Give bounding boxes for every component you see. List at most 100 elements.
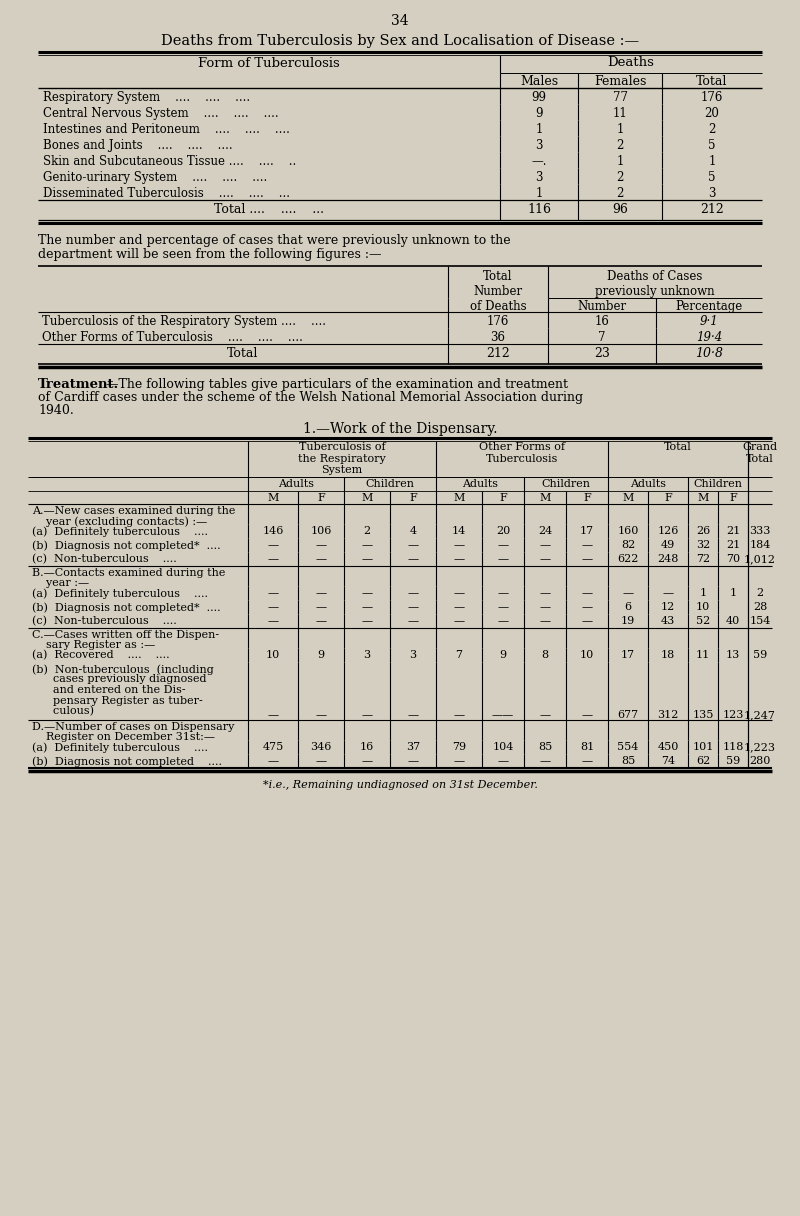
Text: 62: 62 [696, 756, 710, 766]
Text: —: — [407, 710, 418, 720]
Text: 1: 1 [616, 123, 624, 136]
Text: 2: 2 [363, 527, 370, 536]
Text: Males: Males [520, 75, 558, 88]
Text: —: — [267, 756, 278, 766]
Text: 10: 10 [266, 651, 280, 660]
Text: D.—Number of cases on Dispensary: D.—Number of cases on Dispensary [32, 722, 234, 732]
Text: and entered on the Dis-: and entered on the Dis- [32, 685, 186, 696]
Text: (a)  Recovered    ....    ....: (a) Recovered .... .... [32, 651, 170, 660]
Text: Children: Children [694, 479, 742, 489]
Text: 10: 10 [580, 651, 594, 660]
Text: 85: 85 [538, 742, 552, 751]
Text: 1,012: 1,012 [744, 554, 776, 564]
Text: Adults: Adults [462, 479, 498, 489]
Text: —.: —. [531, 154, 546, 168]
Text: 4: 4 [410, 527, 417, 536]
Text: —: — [539, 756, 550, 766]
Text: Number: Number [578, 300, 626, 313]
Text: 43: 43 [661, 617, 675, 626]
Text: 126: 126 [658, 527, 678, 536]
Text: —: — [539, 602, 550, 612]
Text: 17: 17 [580, 527, 594, 536]
Text: (b)  Diagnosis not completed    ....: (b) Diagnosis not completed .... [32, 756, 222, 766]
Text: —: — [407, 756, 418, 766]
Text: 346: 346 [310, 742, 332, 751]
Text: culous): culous) [32, 706, 94, 716]
Text: 21: 21 [726, 527, 740, 536]
Text: Skin and Subcutaneous Tissue ....    ....    ..: Skin and Subcutaneous Tissue .... .... .… [43, 154, 296, 168]
Text: —: — [315, 756, 326, 766]
Text: 10: 10 [696, 602, 710, 612]
Text: The number and percentage of cases that were previously unknown to the: The number and percentage of cases that … [38, 233, 510, 247]
Text: M: M [454, 492, 465, 503]
Text: Deaths: Deaths [607, 56, 654, 69]
Text: Grand
Total: Grand Total [742, 441, 778, 463]
Text: 1940.: 1940. [38, 404, 74, 417]
Text: —: — [315, 710, 326, 720]
Text: 19·4: 19·4 [696, 331, 722, 344]
Text: 2: 2 [616, 171, 624, 184]
Text: —: — [498, 756, 509, 766]
Text: 9: 9 [318, 651, 325, 660]
Text: 333: 333 [750, 527, 770, 536]
Text: —: — [539, 554, 550, 564]
Text: (a)  Definitely tuberculous    ....: (a) Definitely tuberculous .... [32, 589, 208, 598]
Text: 1: 1 [730, 589, 737, 598]
Text: —: — [539, 540, 550, 550]
Text: 13: 13 [726, 651, 740, 660]
Text: 82: 82 [621, 540, 635, 550]
Text: Deaths from Tuberculosis by Sex and Localisation of Disease :—: Deaths from Tuberculosis by Sex and Loca… [161, 34, 639, 47]
Text: 28: 28 [753, 602, 767, 612]
Text: Other Forms of
Tuberculosis: Other Forms of Tuberculosis [479, 441, 565, 463]
Text: 3: 3 [535, 171, 542, 184]
Text: pensary Register as tuber-: pensary Register as tuber- [32, 696, 202, 705]
Text: 96: 96 [612, 203, 628, 216]
Text: —: — [498, 617, 509, 626]
Text: 6: 6 [625, 602, 631, 612]
Text: —: — [407, 602, 418, 612]
Text: —: — [407, 617, 418, 626]
Text: —: — [362, 540, 373, 550]
Text: M: M [622, 492, 634, 503]
Text: 123: 123 [722, 710, 744, 720]
Text: *i.e., Remaining undiagnosed on 31st December.: *i.e., Remaining undiagnosed on 31st Dec… [262, 779, 538, 790]
Text: Total
Number
of Deaths: Total Number of Deaths [470, 270, 526, 313]
Text: 72: 72 [696, 554, 710, 564]
Text: 2: 2 [757, 589, 763, 598]
Text: —: — [407, 540, 418, 550]
Text: 12: 12 [661, 602, 675, 612]
Text: 3: 3 [410, 651, 417, 660]
Text: 10·8: 10·8 [695, 347, 723, 360]
Text: 1: 1 [535, 187, 542, 199]
Text: Females: Females [594, 75, 646, 88]
Text: 3: 3 [535, 139, 542, 152]
Text: 1,223: 1,223 [744, 742, 776, 751]
Text: —: — [267, 602, 278, 612]
Text: Children: Children [366, 479, 414, 489]
Text: 154: 154 [750, 617, 770, 626]
Text: 81: 81 [580, 742, 594, 751]
Text: 9·1: 9·1 [700, 315, 718, 328]
Text: 52: 52 [696, 617, 710, 626]
Text: —: — [407, 554, 418, 564]
Text: 212: 212 [486, 347, 510, 360]
Text: Total: Total [664, 441, 692, 452]
Text: 23: 23 [594, 347, 610, 360]
Text: —: — [362, 589, 373, 598]
Text: 677: 677 [618, 710, 638, 720]
Text: Form of Tuberculosis: Form of Tuberculosis [198, 57, 340, 71]
Text: sary Register as :—: sary Register as :— [32, 640, 155, 651]
Text: F: F [664, 492, 672, 503]
Text: Intestines and Peritoneum    ....    ....    ....: Intestines and Peritoneum .... .... .... [43, 123, 290, 136]
Text: —: — [454, 617, 465, 626]
Text: —: — [362, 756, 373, 766]
Text: 475: 475 [262, 742, 284, 751]
Text: —: — [267, 710, 278, 720]
Text: —: — [454, 756, 465, 766]
Text: 2: 2 [708, 123, 716, 136]
Text: —: — [315, 554, 326, 564]
Text: 16: 16 [594, 315, 610, 328]
Text: —: — [454, 554, 465, 564]
Text: ——: —— [492, 710, 514, 720]
Text: 1: 1 [535, 123, 542, 136]
